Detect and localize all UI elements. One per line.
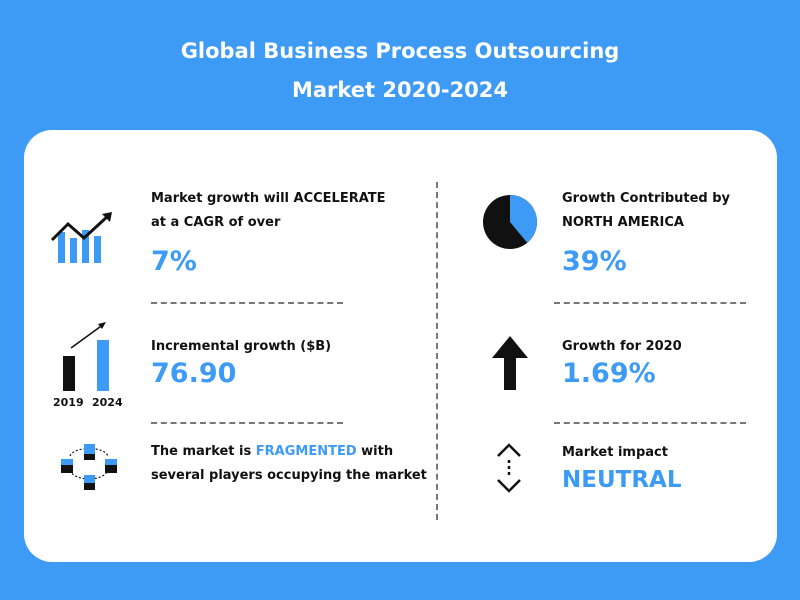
impact-label: Market impact <box>562 445 668 460</box>
growth-chart-icon <box>50 212 112 263</box>
page-title: Global Business Process Outsourcing Mark… <box>0 32 800 110</box>
growth2020-label: Growth for 2020 <box>562 339 682 354</box>
cagr-label-line-2: at a CAGR of over <box>151 215 281 230</box>
cagr-label-line-1: Market growth will ACCELERATE <box>151 191 386 206</box>
right-divider-1 <box>554 302 746 304</box>
bar-comparison-icon <box>63 322 109 391</box>
impact-value: NEUTRAL <box>562 467 682 493</box>
cagr-block: Market growth will ACCELERATE at a CAGR … <box>151 187 386 279</box>
stats-card: Market growth will ACCELERATE at a CAGR … <box>24 130 777 562</box>
year-end-label: 2024 <box>92 396 123 409</box>
title-line-2: Market 2020-2024 <box>291 78 509 102</box>
fragmented-line-1: The market is FRAGMENTED with <box>151 440 427 464</box>
year-start-label: 2019 <box>53 396 84 409</box>
fragmented-block: The market is FRAGMENTED with several pl… <box>151 440 427 488</box>
region-label-line-1: Growth Contributed by <box>562 191 731 206</box>
pie-chart-icon <box>483 195 537 249</box>
region-label-line-2: NORTH AMERICA <box>562 215 684 230</box>
cagr-value: 7% <box>151 246 197 277</box>
growth2020-value: 1.69% <box>562 358 656 389</box>
region-value: 39% <box>562 246 627 277</box>
fragmented-line-2: several players occupying the market <box>151 468 427 483</box>
vertical-divider <box>436 182 438 520</box>
growth2020-block: Growth for 2020 1.69% <box>562 335 682 391</box>
fragmented-highlight: FRAGMENTED <box>255 444 357 459</box>
title-line-1: Global Business Process Outsourcing <box>180 39 620 63</box>
fragmented-text-before: The market is <box>151 444 256 459</box>
left-divider-1 <box>151 302 343 304</box>
right-divider-2 <box>554 422 746 424</box>
incremental-label: Incremental growth ($B) <box>151 339 332 354</box>
arrow-up-icon <box>492 336 528 390</box>
neutral-arrows-icon <box>497 443 521 493</box>
network-stores-icon <box>61 444 117 490</box>
fragmented-text-after: with <box>356 444 394 459</box>
incremental-value: 76.90 <box>151 358 237 389</box>
region-block: Growth Contributed by NORTH AMERICA 39% <box>562 187 730 279</box>
incremental-block: Incremental growth ($B) 76.90 <box>151 335 331 391</box>
left-divider-2 <box>151 422 343 424</box>
impact-block: Market impact NEUTRAL <box>562 441 682 497</box>
